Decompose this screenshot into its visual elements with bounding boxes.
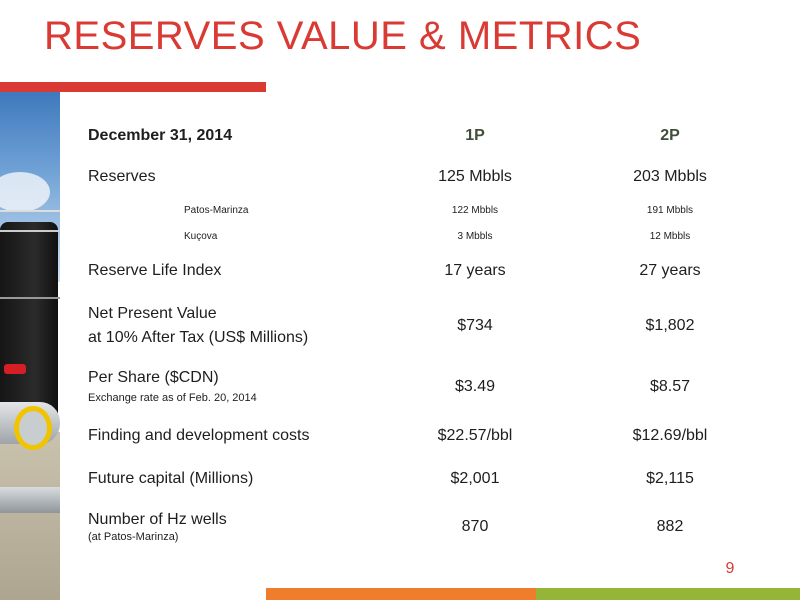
reserve-life-index-2p: 27 years — [639, 262, 701, 279]
table-header-date: December 31, 2014 — [88, 127, 233, 144]
page-number: 9 — [725, 560, 735, 577]
reserves-2p: 203 Mbbls — [633, 168, 707, 185]
row-label-kucova: Kuçova — [184, 231, 218, 242]
fd-costs-1p: $22.57/bbl — [437, 427, 513, 444]
slide-title: RESERVES VALUE & METRICS — [44, 14, 642, 58]
row-label-npv: Net Present Value — [88, 305, 217, 322]
per-share-exchange-note: Exchange rate as of Feb. 20, 2014 — [88, 392, 257, 404]
footer-bar-orange — [266, 588, 536, 600]
future-capital-1p: $2,001 — [450, 470, 500, 487]
row-label-future-capital: Future capital (Millions) — [88, 470, 254, 487]
hz-wells-2p: 882 — [656, 518, 684, 535]
fd-costs-2p: $12.69/bbl — [632, 427, 708, 444]
photo-tank-band — [0, 297, 60, 299]
hz-wells-1p: 870 — [461, 518, 489, 535]
per-share-2p: $8.57 — [649, 378, 691, 395]
future-capital-2p: $2,115 — [646, 470, 694, 487]
row-label-fd-costs: Finding and development costs — [88, 427, 310, 444]
hz-wells-location-note: (at Patos-Marinza) — [88, 531, 179, 543]
row-label-reserves: Reserves — [88, 168, 156, 185]
photo-red-valve — [4, 364, 26, 374]
patos-marinza-2p: 191 Mbbls — [646, 205, 694, 216]
photo-tank-railing — [0, 210, 60, 232]
photo-yellow-flange — [14, 406, 52, 450]
row-label-hz-wells: Number of Hz wells — [88, 511, 227, 528]
reserves-1p: 125 Mbbls — [438, 168, 512, 185]
kucova-2p: 12 Mbbls — [649, 231, 691, 242]
npv-1p: $734 — [457, 317, 493, 334]
footer-bar-green — [536, 588, 800, 600]
title-underline-bar — [0, 82, 266, 92]
oilfield-photo-strip — [0, 92, 60, 600]
row-label-per-share: Per Share ($CDN) — [88, 369, 219, 386]
column-header-1p: 1P — [465, 127, 485, 144]
photo-lower-pipe — [0, 487, 60, 513]
reserve-life-index-1p: 17 years — [444, 262, 506, 279]
per-share-1p: $3.49 — [454, 378, 496, 395]
photo-ground — [0, 432, 60, 600]
photo-cloud — [0, 172, 50, 212]
row-label-npv-detail: at 10% After Tax (US$ Millions) — [88, 329, 309, 346]
column-header-2p: 2P — [660, 127, 680, 144]
patos-marinza-1p: 122 Mbbls — [451, 205, 499, 216]
kucova-1p: 3 Mbbls — [457, 231, 493, 242]
row-label-reserve-life-index: Reserve Life Index — [88, 262, 222, 279]
row-label-patos-marinza: Patos-Marinza — [184, 205, 249, 216]
npv-2p: $1,802 — [645, 317, 695, 334]
